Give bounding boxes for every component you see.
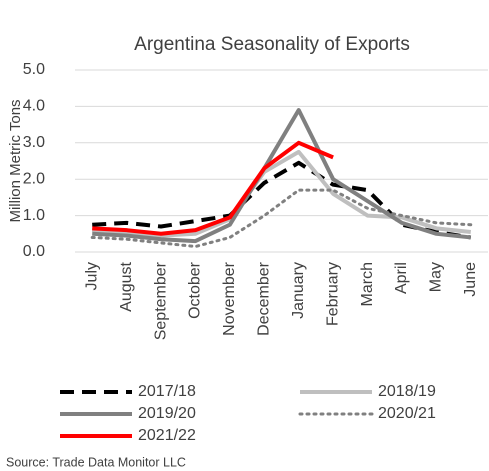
x-tick-label: December: [256, 261, 273, 335]
x-tick-label: January: [290, 262, 307, 319]
legend-label: 2021/22: [138, 427, 196, 444]
y-tick-label: 0.0: [23, 243, 45, 260]
chart-title: Argentina Seasonality of Exports: [134, 34, 410, 55]
x-tick-label: September: [152, 261, 169, 340]
y-tick-label: 1.0: [23, 207, 45, 224]
y-tick-label: 4.0: [23, 98, 45, 115]
series-line: [92, 149, 472, 238]
x-tick-label: November: [221, 261, 238, 335]
y-tick-label: 3.0: [23, 134, 45, 151]
x-tick-label: April: [393, 262, 410, 294]
x-tick-label: October: [187, 261, 204, 319]
series-line: [90, 188, 473, 249]
y-tick-label: 2.0: [23, 170, 45, 187]
series-line: [92, 140, 334, 236]
source-note: Source: Trade Data Monitor LLC: [6, 455, 186, 469]
y-axis-label: Million Metric Tons: [7, 99, 24, 222]
legend-label: 2017/18: [138, 383, 196, 400]
legend-label: 2018/19: [378, 383, 436, 400]
legend-label: 2019/20: [138, 405, 196, 422]
x-tick-label: May: [428, 262, 445, 292]
x-tick-label: February: [324, 262, 341, 326]
x-tick-label: August: [118, 261, 135, 311]
legend-label: 2020/21: [378, 405, 436, 422]
x-tick-label: March: [359, 262, 376, 306]
y-tick-label: 5.0: [23, 61, 45, 78]
x-tick-label: June: [462, 262, 479, 297]
series-line: [92, 108, 472, 244]
x-tick-label: July: [83, 262, 100, 290]
